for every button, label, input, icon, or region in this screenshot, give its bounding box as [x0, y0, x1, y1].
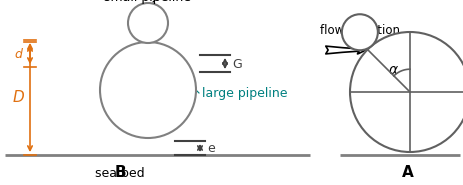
- Text: e: e: [207, 142, 215, 154]
- Text: sea bed: sea bed: [95, 167, 145, 180]
- Circle shape: [128, 3, 168, 43]
- Circle shape: [350, 32, 463, 152]
- Text: large pipeline: large pipeline: [202, 87, 288, 100]
- Text: D: D: [12, 90, 24, 105]
- Circle shape: [342, 14, 378, 50]
- Text: B: B: [114, 165, 126, 180]
- Text: small pipeline: small pipeline: [105, 0, 192, 4]
- Text: $\alpha$: $\alpha$: [388, 63, 399, 77]
- Text: flow direction: flow direction: [320, 24, 400, 37]
- Text: d: d: [14, 48, 22, 61]
- Text: G: G: [232, 58, 242, 70]
- Circle shape: [100, 42, 196, 138]
- Text: A: A: [402, 165, 414, 180]
